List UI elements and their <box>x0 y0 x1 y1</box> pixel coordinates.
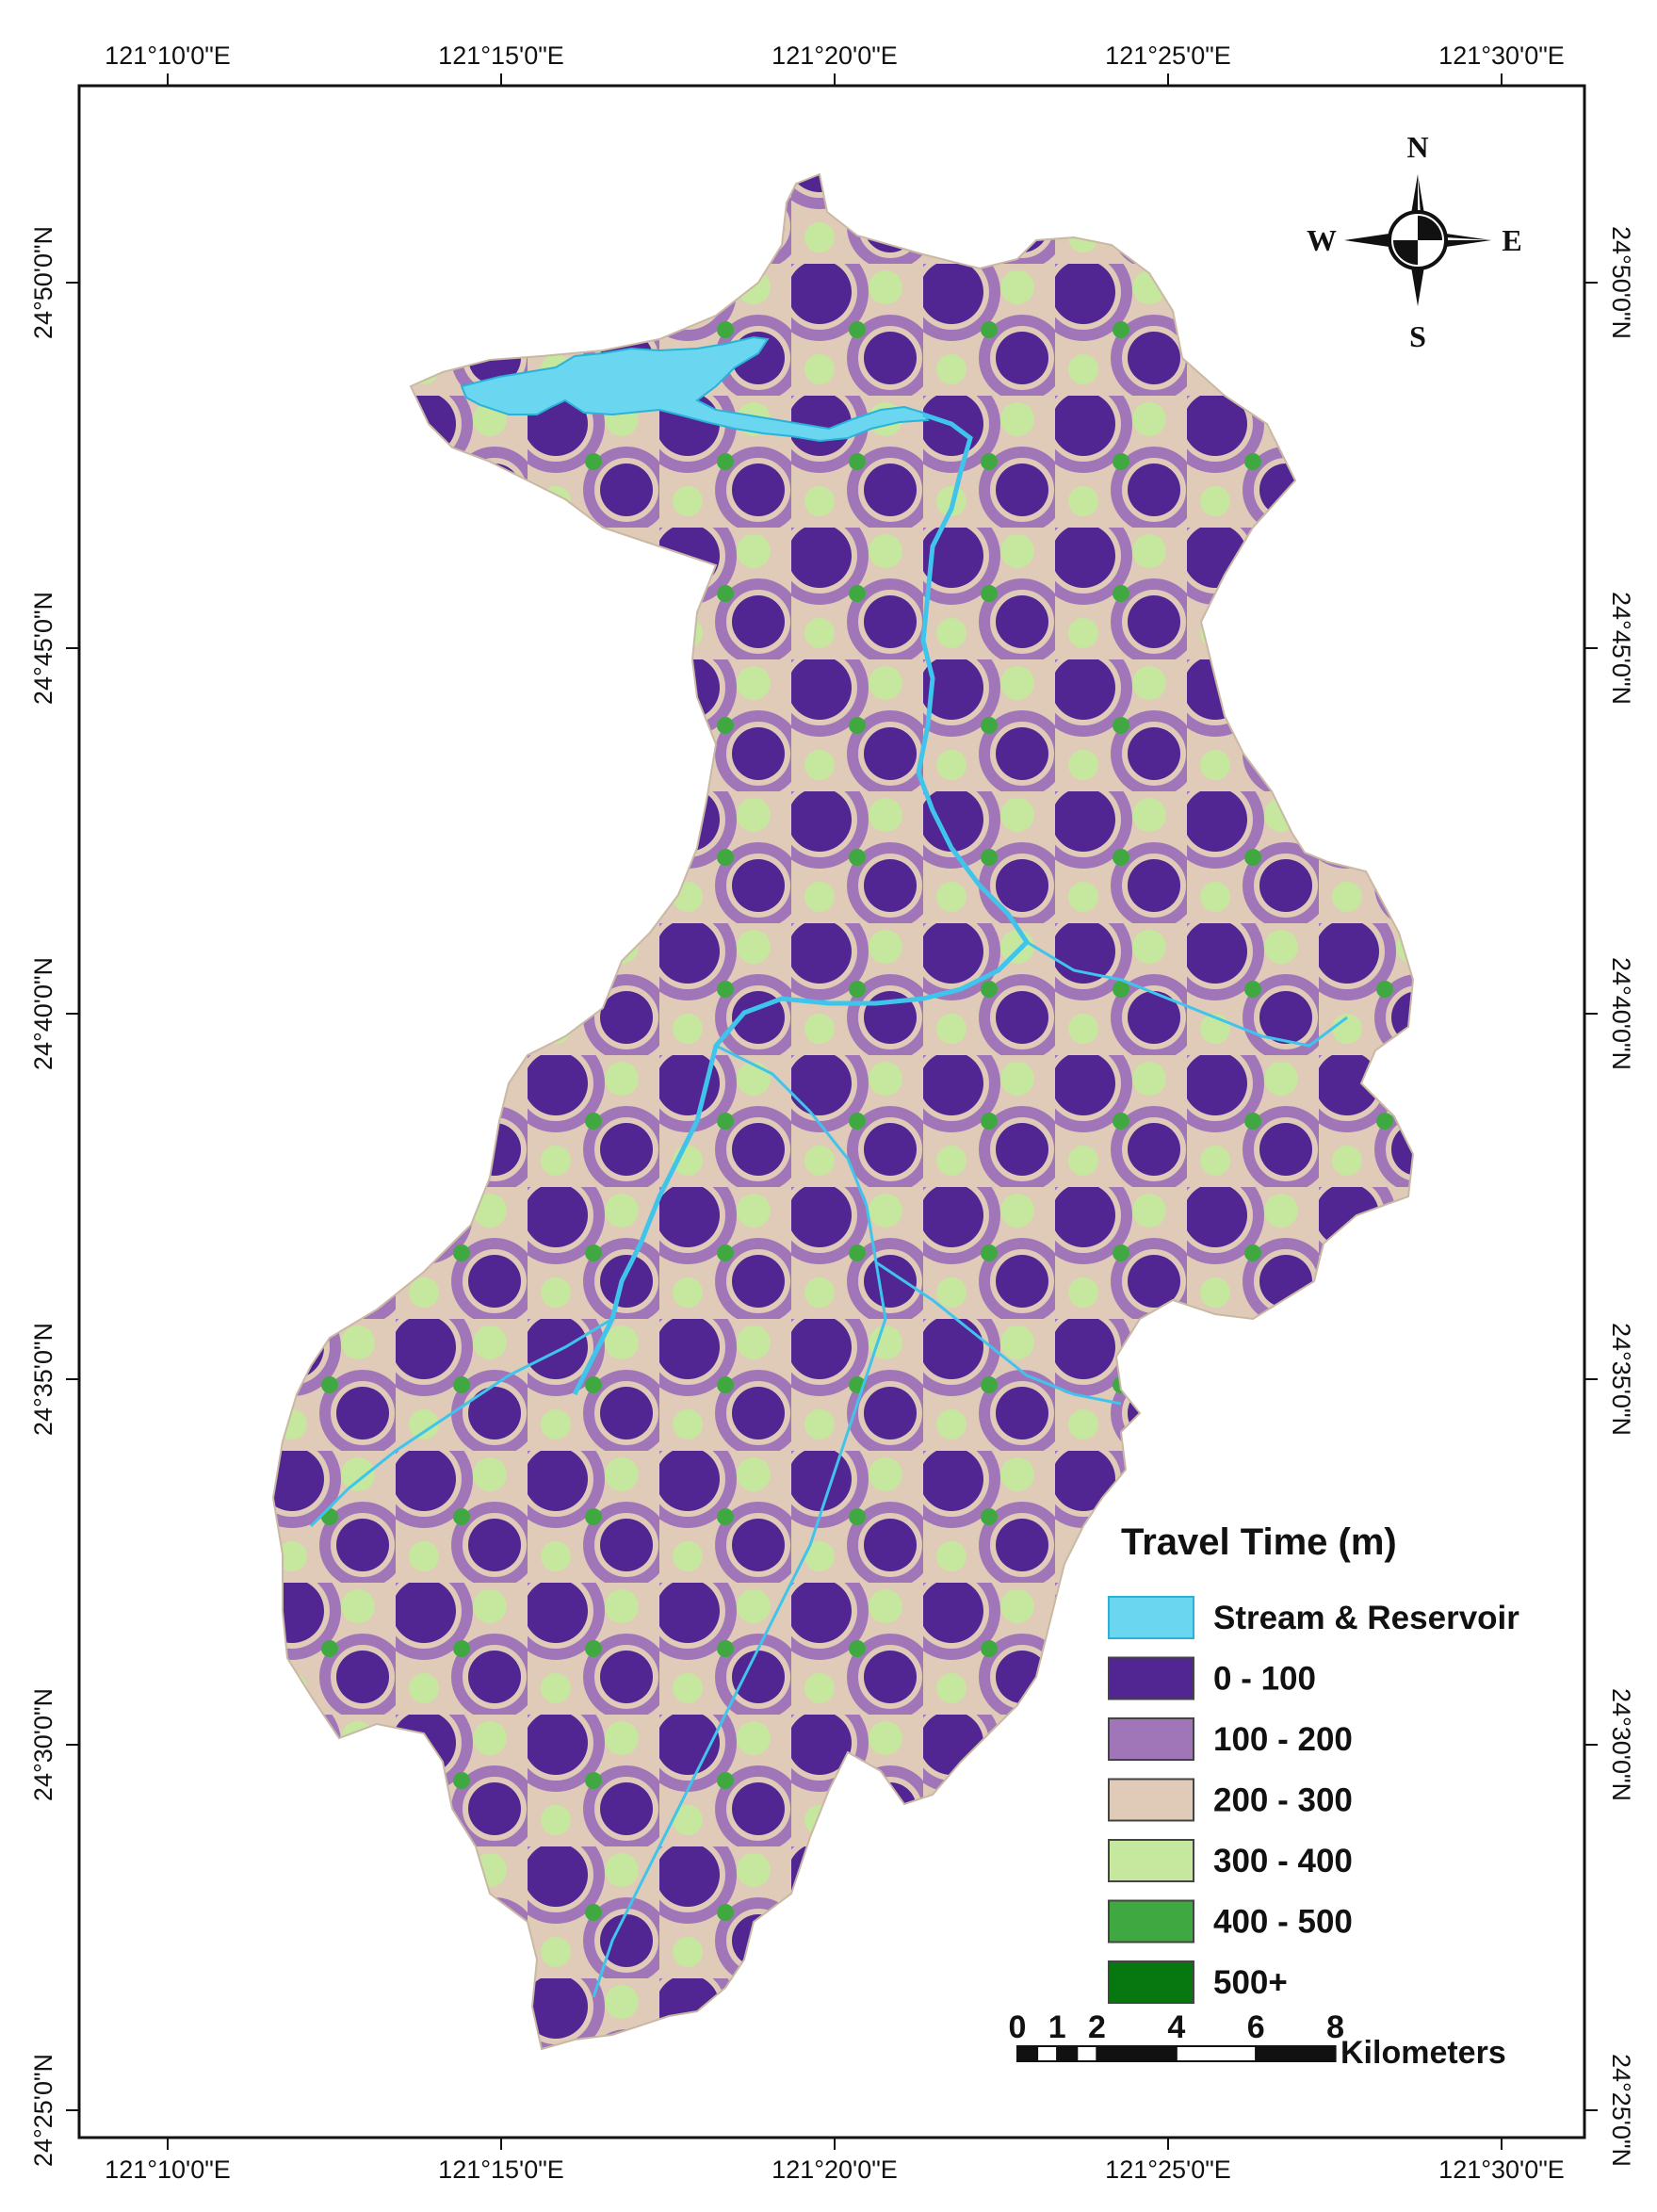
lat-tick-label-right: 24°40'0"N <box>1607 957 1635 1070</box>
latitude-ticks-right: 24°50'0"N 24°45'0"N 24°40'0"N 24°35'0"N 24°3… <box>1584 226 1635 2167</box>
longitude-ticks-bottom: 121°10'0"E 121°15'0"E 121°20'0"E 121°25'0"E… <box>105 2138 1565 2184</box>
scale-segment <box>1036 2045 1059 2062</box>
lon-tick-label-top: 121°10'0"E <box>105 41 231 70</box>
lat-tick-label-left: 24°50'0"N <box>29 226 57 339</box>
legend-swatch <box>1108 1717 1194 1761</box>
lat-tick-label-right: 24°30'0"N <box>1607 1688 1635 1801</box>
lon-tick-label-top: 121°20'0"E <box>772 41 898 70</box>
legend-swatch <box>1108 1839 1194 1882</box>
legend-label: 200 - 300 <box>1213 1782 1353 1819</box>
scale-tick-label: 6 <box>1247 2009 1265 2045</box>
watershed-area <box>271 172 1415 2051</box>
tributary-stream <box>592 1044 887 1998</box>
lon-tick-label-top: 121°25'0"E <box>1105 41 1231 70</box>
scale-segment <box>1016 2045 1039 2062</box>
legend-label: 500+ <box>1213 1964 1288 2001</box>
scale-tick-label: 4 <box>1167 2009 1185 2045</box>
lon-tick-label-bottom: 121°15'0"E <box>438 2155 564 2184</box>
lat-tick-label-right: 24°45'0"N <box>1607 592 1635 705</box>
scale-unit: Kilometers <box>1340 2035 1506 2071</box>
legend: Travel Time (m) Stream & Reservoir 0 - 10… <box>1108 1521 1519 2004</box>
tributary-stream-south <box>875 1261 1122 1406</box>
latitude-ticks-left: 24°50'0"N 24°45'0"N 24°40'0"N 24°35'0"N 24°3… <box>29 226 79 2167</box>
north-arrow-compass-icon: N S E W <box>1307 130 1522 353</box>
legend-swatch <box>1108 1656 1194 1700</box>
legend-swatch <box>1108 1596 1194 1639</box>
scale-tick-label: 0 <box>1009 2009 1027 2045</box>
compass-s: S <box>1409 319 1426 353</box>
scale-segment <box>1056 2045 1079 2062</box>
legend-label: 400 - 500 <box>1213 1904 1353 1941</box>
lat-tick-label-left: 24°40'0"N <box>29 957 57 1070</box>
tributary-stream-west <box>309 1317 613 1528</box>
scale-tick-label: 2 <box>1088 2009 1106 2045</box>
tributary-stream-east <box>1026 940 1348 1048</box>
lat-tick-label-left: 24°25'0"N <box>29 2054 57 2167</box>
lat-tick-label-left: 24°45'0"N <box>29 592 57 705</box>
main-stream <box>572 412 1031 1396</box>
legend-label: 300 - 400 <box>1213 1843 1353 1879</box>
lat-tick-label-right: 24°25'0"N <box>1607 2054 1635 2167</box>
legend-swatch <box>1108 1778 1194 1822</box>
lon-tick-label-bottom: 121°25'0"E <box>1105 2155 1231 2184</box>
legend-title: Travel Time (m) <box>1121 1521 1397 1563</box>
scale-tick-label: 1 <box>1048 2009 1066 2045</box>
scale-segment <box>1175 2045 1258 2062</box>
lat-tick-label-right: 24°50'0"N <box>1607 226 1635 339</box>
legend-swatch <box>1108 1960 1194 2004</box>
compass-n: N <box>1406 130 1428 164</box>
lon-tick-label-bottom: 121°30'0"E <box>1438 2155 1565 2184</box>
lat-tick-label-right: 24°35'0"N <box>1607 1323 1635 1436</box>
longitude-ticks-top: 121°10'0"E 121°15'0"E 121°20'0"E 121°25'0"E… <box>105 41 1565 86</box>
compass-w: W <box>1307 223 1337 257</box>
scale-segment <box>1076 2045 1098 2062</box>
lon-tick-label-bottom: 121°10'0"E <box>105 2155 231 2184</box>
lon-tick-label-top: 121°15'0"E <box>438 41 564 70</box>
reservoir <box>460 335 930 443</box>
legend-label: 0 - 100 <box>1213 1661 1316 1698</box>
scale-tick-label: 8 <box>1326 2009 1344 2045</box>
lat-tick-label-left: 24°35'0"N <box>29 1323 57 1436</box>
scale-segment <box>1255 2045 1337 2062</box>
legend-label: Stream & Reservoir <box>1213 1600 1519 1636</box>
legend-label: 100 - 200 <box>1213 1721 1353 1758</box>
lat-tick-label-left: 24°30'0"N <box>29 1688 57 1801</box>
compass-e: E <box>1502 223 1521 257</box>
lon-tick-label-top: 121°30'0"E <box>1438 41 1565 70</box>
legend-swatch <box>1108 1899 1194 1944</box>
scale-segment <box>1096 2045 1178 2062</box>
lon-tick-label-bottom: 121°20'0"E <box>772 2155 898 2184</box>
